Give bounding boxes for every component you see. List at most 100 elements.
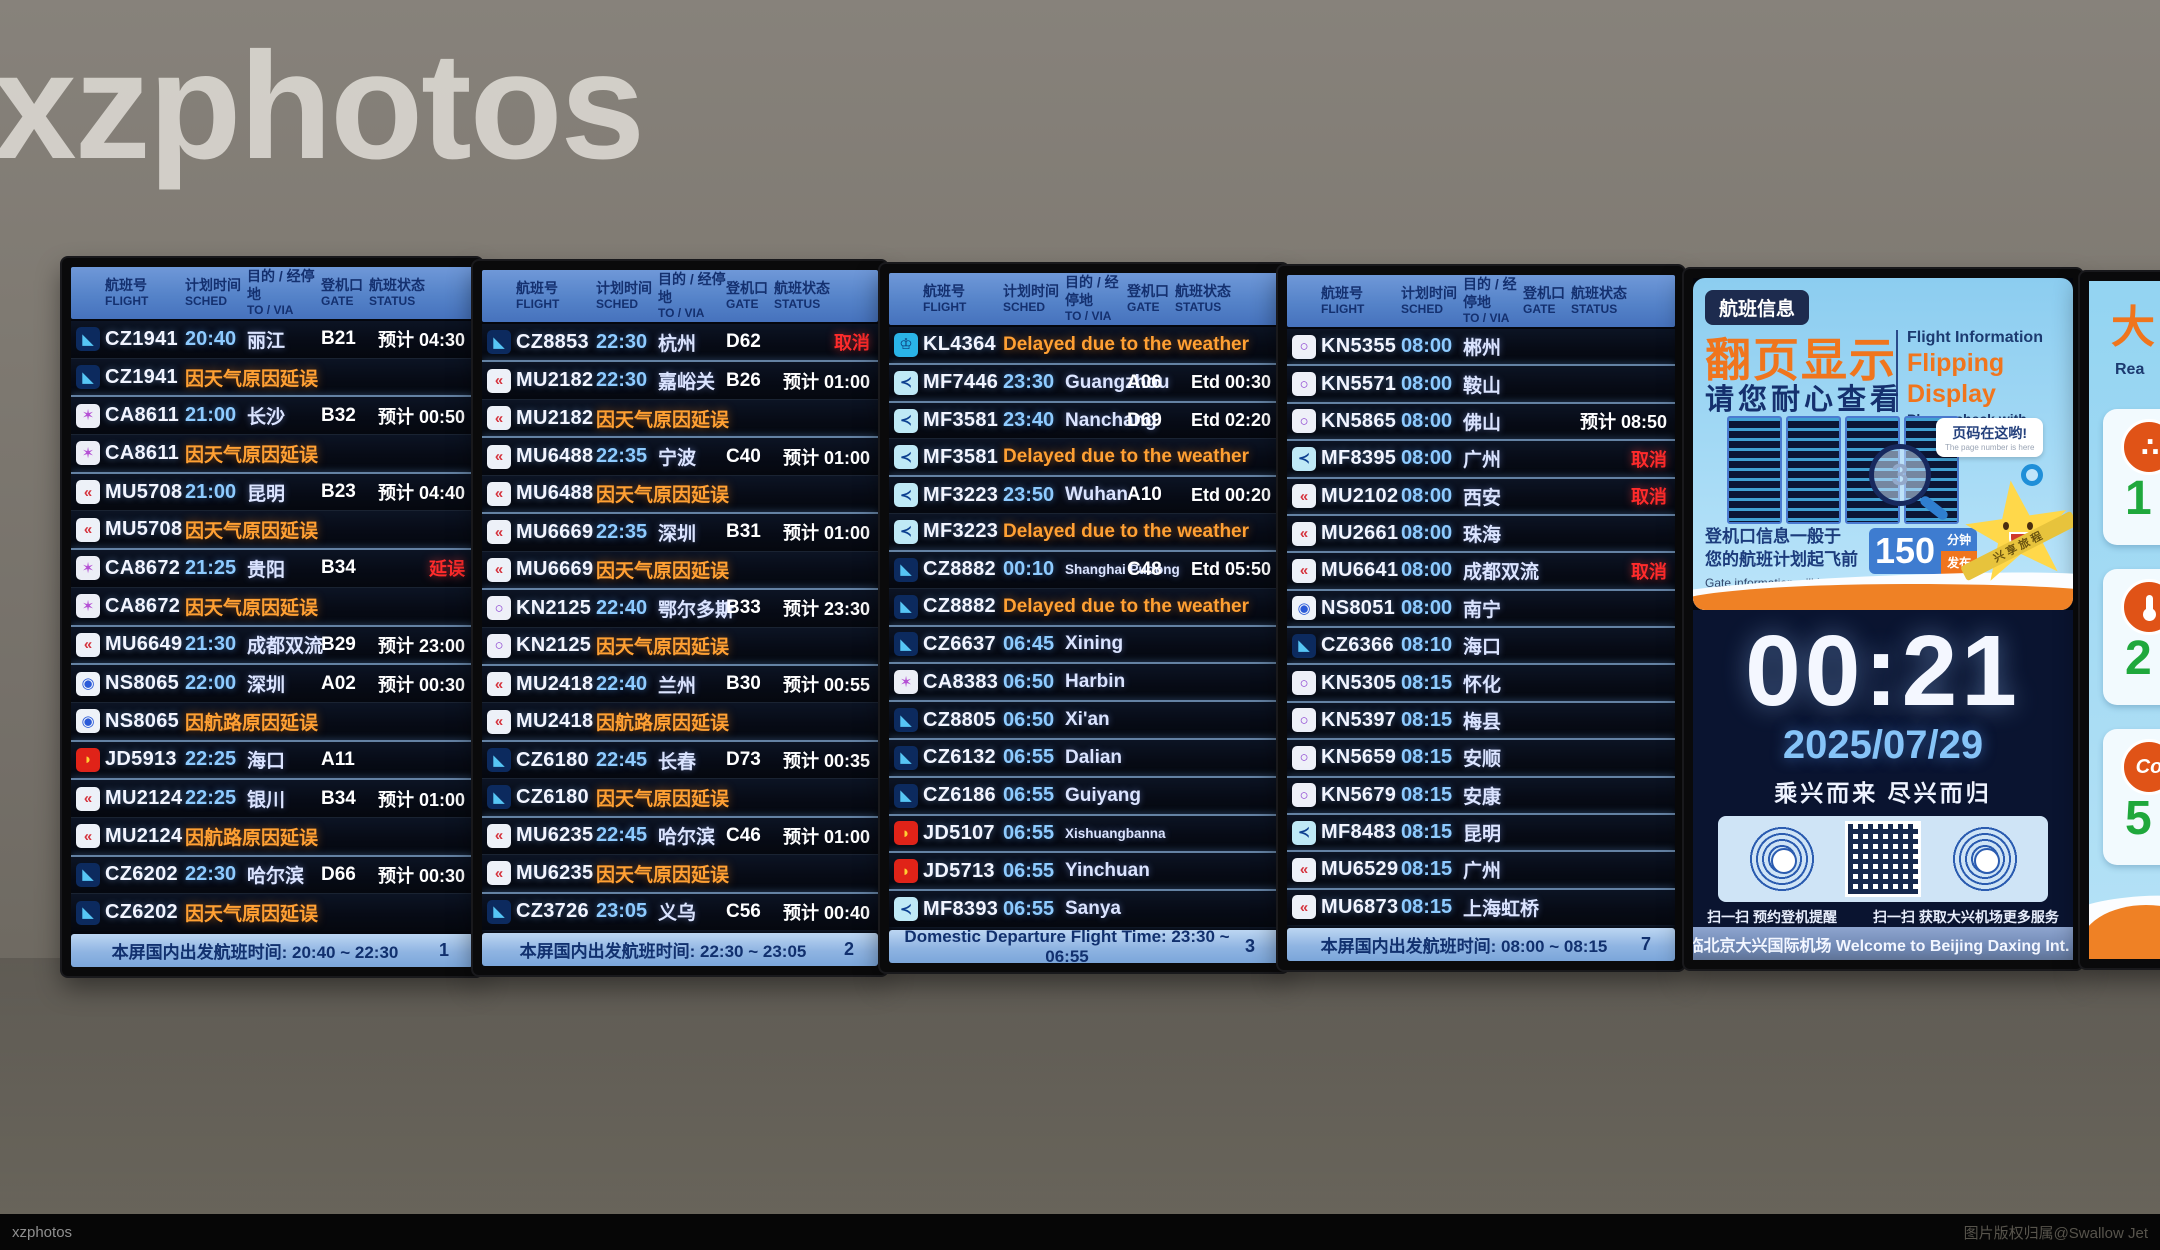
airline-cz-icon: ◣	[71, 327, 105, 352]
rows: ◣ CZ8853 22:30 杭州 D62 取消 «MU2182 22:30 嘉峪关 B26 预计 …	[482, 324, 878, 930]
airline-mu-icon: «	[482, 672, 516, 697]
destination: 怀化	[1463, 674, 1502, 696]
airline-mu-icon: «	[1287, 521, 1321, 546]
wall-shadow	[0, 958, 2160, 1218]
flight-row: ◣ CZ1941 20:40 丽江 B21 预计 04:30	[71, 321, 473, 358]
destination: Harbin	[1065, 671, 1126, 693]
flight-number: CA8672	[105, 556, 181, 579]
sched-time: 08:15	[1401, 746, 1453, 769]
co-gas-icon: Co	[2121, 739, 2160, 795]
status: 预计 23:00	[377, 635, 465, 656]
flight-remark-row: ◣ CZ8882 Delayed due to the weather	[889, 587, 1279, 625]
sched-time: 23:05	[596, 900, 648, 923]
flight-number: MF8395	[1321, 447, 1397, 470]
clock-time: 00:21	[1745, 615, 2021, 727]
status: 取消	[834, 333, 870, 354]
col-flight-cn: 航班号	[1321, 284, 1363, 301]
magnifier-icon: 3	[1869, 444, 1931, 506]
page-number: 1	[439, 940, 450, 960]
gate: A11	[321, 748, 355, 770]
flight-row: ◉ NS8051 08:00 南宁	[1287, 588, 1675, 626]
flight-row: ○ KN5305 08:15 怀化	[1287, 663, 1675, 701]
sched-time: 20:40	[185, 327, 237, 350]
flight-number: CA8383	[923, 670, 999, 693]
flight-remark-row: «MU6488 因天气原因延误	[482, 474, 878, 513]
status: 预计 01:00	[782, 371, 870, 392]
gate: D66	[321, 863, 356, 885]
flight-row: ◣ CZ6132 06:55 Dalian	[889, 737, 1279, 776]
airline-mf-icon: ≺	[889, 445, 923, 470]
airline-mu-icon: «	[1287, 484, 1321, 509]
sched-time: 22:30	[596, 330, 648, 353]
airline-cz-icon: ◣	[482, 785, 516, 810]
col-sched-en: SCHED	[1003, 300, 1046, 315]
airline-ca-icon: ✶	[71, 594, 105, 619]
destination: 海口	[1463, 637, 1502, 659]
board-footer: 本屏国内出发航班时间: 20:40 ~ 22:30 1	[71, 934, 473, 967]
flight-row: ○ KN2125 22:40 鄂尔多斯 B33 预计 23:30	[482, 588, 878, 627]
sched-time: 08:00	[1401, 447, 1453, 470]
clock-date: 2025/07/29	[1782, 723, 1984, 767]
airline-ns-icon: ◉	[1287, 596, 1321, 621]
qr-code-square	[1845, 821, 1921, 897]
airline-mu-icon: «	[482, 861, 516, 886]
col-status-en: STATUS	[369, 294, 416, 309]
destination: 杭州	[658, 333, 697, 355]
flight-number: CZ1941	[105, 327, 178, 350]
flight-row: ○ KN5355 08:00 郴州	[1287, 329, 1675, 365]
flight-number: MU2418	[516, 710, 594, 733]
flight-remark-row: ✶ CA8611 因天气原因延误	[71, 434, 473, 472]
airline-ca-icon: ✶	[889, 670, 923, 695]
flight-remark-row: «MU6669 因天气原因延误	[482, 550, 878, 589]
page-number: 7	[1641, 934, 1652, 954]
destination: Sanya	[1065, 898, 1121, 920]
flight-number: MF8483	[1321, 821, 1397, 844]
airline-kn-icon: ○	[1287, 334, 1321, 359]
gate: B29	[321, 633, 356, 655]
destination: 哈尔滨	[658, 827, 716, 849]
flight-row: ◣ CZ8882 00:10 Shanghai Pudong C48 Etd 05:50	[889, 549, 1279, 588]
airline-mf-icon: ≺	[1287, 446, 1321, 471]
copyright-bar: xzphotos 图片版权归属@Swallow Jet	[0, 1214, 2160, 1250]
flight-row: ◣ CZ6180 22:45 长春 D73 预计 00:35	[482, 739, 878, 779]
flight-number: MU6649	[105, 633, 183, 656]
ad-divider	[1896, 330, 1898, 412]
status: Etd 05:50	[1190, 559, 1271, 580]
airline-cz-icon: ◣	[889, 783, 923, 808]
airline-kn-icon: ○	[1287, 671, 1321, 696]
status: 预计 04:30	[377, 330, 465, 351]
flight-number: MF3581	[923, 409, 999, 432]
footer-text: Domestic Departure Flight Time: 23:30 ~ …	[904, 926, 1230, 964]
airline-kn-icon: ○	[1287, 708, 1321, 733]
departure-board-3: 航班号 FLIGHT 计划时间 SCHED 目的 / 经停地 TO / VIA 登机口…	[880, 264, 1288, 972]
flight-row: «MU2102 08:00 西安 取消	[1287, 476, 1675, 514]
airline-mu-icon: «	[71, 517, 105, 542]
gate: B21	[321, 328, 356, 350]
airline-cz-icon: ◣	[889, 594, 923, 619]
flight-remark-row: «MU2418 因航路原因延误	[482, 702, 878, 740]
flight-number: MF8393	[923, 897, 999, 920]
col-status-en: STATUS	[1175, 300, 1222, 315]
flight-number: CZ3726	[516, 900, 589, 923]
flight-row: «MU6669 22:35 深圳 B31 预计 01:00	[482, 512, 878, 551]
copyright-right: 图片版权归属@Swallow Jet	[1963, 1224, 2148, 1242]
flight-row: «MU6873 08:15 上海虹桥	[1287, 887, 1675, 925]
airline-mu-icon: «	[482, 368, 516, 393]
delay-reason: 因航路原因延误	[185, 712, 319, 734]
sched-time: 23:40	[1003, 409, 1055, 432]
flight-number: MF3223	[923, 483, 999, 506]
flight-row: «MU2418 22:40 兰州 B30 预计 00:55	[482, 663, 878, 703]
destination: 佛山	[1463, 412, 1502, 434]
sched-time: 21:00	[185, 404, 237, 427]
flight-remark-row: ◣ CZ6180 因天气原因延误	[482, 778, 878, 816]
destination: 长春	[658, 751, 697, 773]
col-flight-cn: 航班号	[105, 276, 147, 293]
flight-number: MF3223	[923, 520, 999, 543]
status: 预计 00:35	[782, 751, 870, 772]
flight-row: ◣ CZ8853 22:30 杭州 D62 取消	[482, 324, 878, 361]
callout-en: The page number is here	[1945, 443, 2035, 452]
flight-number: KN5305	[1321, 671, 1397, 694]
flight-row: ○ KN5397 08:15 梅县	[1287, 700, 1675, 739]
status: 预计 00:40	[782, 902, 870, 923]
board-footer: 本屏国内出发航班时间: 22:30 ~ 23:05 2	[482, 933, 878, 966]
